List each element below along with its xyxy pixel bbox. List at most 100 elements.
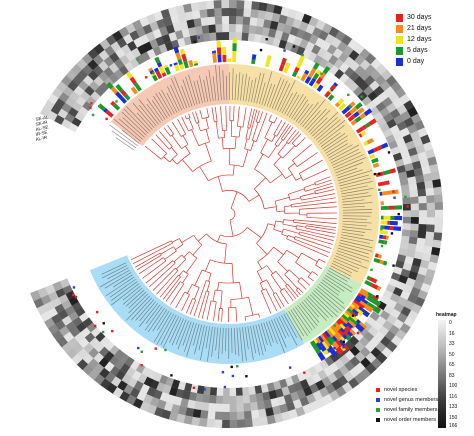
- leaf-label: [200, 325, 208, 361]
- heatmap-cell: [407, 243, 417, 253]
- bar-segment: [347, 114, 356, 122]
- heatmap-cell: [113, 68, 125, 80]
- heatmap-cell: [410, 223, 419, 232]
- heatmap-cell: [202, 32, 212, 42]
- heatmap-cell: [434, 224, 443, 235]
- leaf-label: [316, 285, 345, 310]
- tree-branch: [284, 274, 298, 289]
- bar-segment: [312, 62, 320, 70]
- tree-branch: [195, 111, 197, 116]
- bar-segment: [232, 38, 237, 44]
- heatmap-cell: [418, 217, 427, 226]
- leaf-label: [281, 92, 293, 114]
- heatmap-cell: [405, 169, 416, 179]
- heatmap-cell: [250, 417, 261, 427]
- tree-branch: [185, 294, 190, 303]
- heatmap-cell: [201, 25, 211, 34]
- heatmap-cell: [418, 202, 427, 212]
- leaf-label: [255, 324, 264, 356]
- bar-segment: [376, 285, 382, 292]
- bar-segment: [327, 88, 333, 94]
- bar-segment: [345, 105, 351, 111]
- heatmap-cell: [263, 19, 273, 29]
- bar-segment: [349, 106, 358, 115]
- heatmap-cell: [410, 216, 419, 225]
- leaf-label: [115, 137, 135, 151]
- bar-segment: [350, 119, 357, 126]
- tree-branches: [130, 106, 337, 323]
- stacked-bars: [97, 38, 403, 362]
- bar-segment: [353, 111, 360, 118]
- tree-branch: [314, 217, 337, 220]
- heatmap-cell: [194, 25, 204, 35]
- bar-segment: [382, 235, 387, 240]
- leaf-label: [326, 143, 348, 157]
- tree-branch: [217, 282, 220, 291]
- leaf-label: [162, 316, 179, 349]
- bar-segment: [179, 48, 186, 55]
- heatmap-cell: [410, 203, 419, 212]
- tree-branch: [167, 270, 179, 283]
- heatmap-cell: [108, 354, 120, 366]
- tree-branch: [306, 243, 330, 254]
- heatmap-cell: [361, 96, 373, 107]
- leaf-label: [312, 112, 339, 137]
- tree-branch: [300, 196, 302, 201]
- leaf-label: [153, 95, 168, 119]
- tree-branch: [244, 316, 247, 321]
- heatmap-cell: [208, 24, 217, 34]
- leaf-label: [193, 80, 201, 104]
- tree-branch: [254, 188, 265, 209]
- bar-segment: [363, 108, 373, 117]
- heatmap-cell: [235, 32, 244, 41]
- tree-branch: [173, 254, 182, 262]
- tree-branch: [192, 299, 197, 308]
- heatmap-cell: [236, 419, 246, 428]
- legend-item: 21 days: [396, 23, 468, 34]
- heatmap-cell: [205, 0, 216, 10]
- heatmap-cell: [426, 195, 435, 204]
- heatmap-cell: [184, 11, 195, 21]
- tree-branch: [300, 277, 307, 283]
- tree-branch: [309, 241, 332, 249]
- leaf-label: [207, 326, 213, 362]
- tree-branch: [134, 259, 149, 268]
- novelty-marker: [245, 375, 248, 378]
- bar-segment: [383, 205, 389, 210]
- legend-swatch: [396, 35, 403, 44]
- tree-branch: [164, 250, 177, 260]
- bar-segment: [382, 169, 390, 176]
- novelty-marker: [378, 188, 381, 192]
- leaf-label: [144, 306, 163, 331]
- tree-branch: [283, 228, 300, 234]
- leaf-label: [99, 269, 130, 288]
- bar-segment: [319, 345, 327, 352]
- tree-branch: [205, 117, 209, 129]
- tree-branch: [231, 263, 234, 283]
- heatmap-cell: [418, 210, 427, 219]
- tree-branch: [185, 145, 191, 154]
- tree-branch: [287, 126, 294, 136]
- heatmap-cell: [255, 25, 265, 36]
- leaf-label: [329, 144, 360, 161]
- tree-branch: [301, 198, 311, 201]
- leaf-label: [233, 327, 236, 355]
- novelty-marker: [288, 366, 292, 369]
- bar-segment: [378, 239, 385, 245]
- heatmap-cell: [329, 65, 340, 76]
- tree-branch: [281, 128, 289, 140]
- tree-branch: [310, 197, 336, 203]
- leaf-label: [121, 129, 140, 144]
- tree-branch: [206, 233, 227, 245]
- heatmap-cell: [113, 348, 125, 360]
- heatmap-cell: [421, 252, 432, 263]
- heatmap-cell: [235, 403, 244, 412]
- novelty-marker: [231, 374, 235, 378]
- novelty-marker: [230, 365, 233, 369]
- bar-segment: [354, 116, 362, 123]
- leaf-label: [340, 180, 374, 189]
- tree-branch: [287, 235, 295, 239]
- bar-segment: [349, 101, 356, 108]
- tree-branch: [177, 291, 186, 305]
- heatmap-cell: [396, 165, 407, 175]
